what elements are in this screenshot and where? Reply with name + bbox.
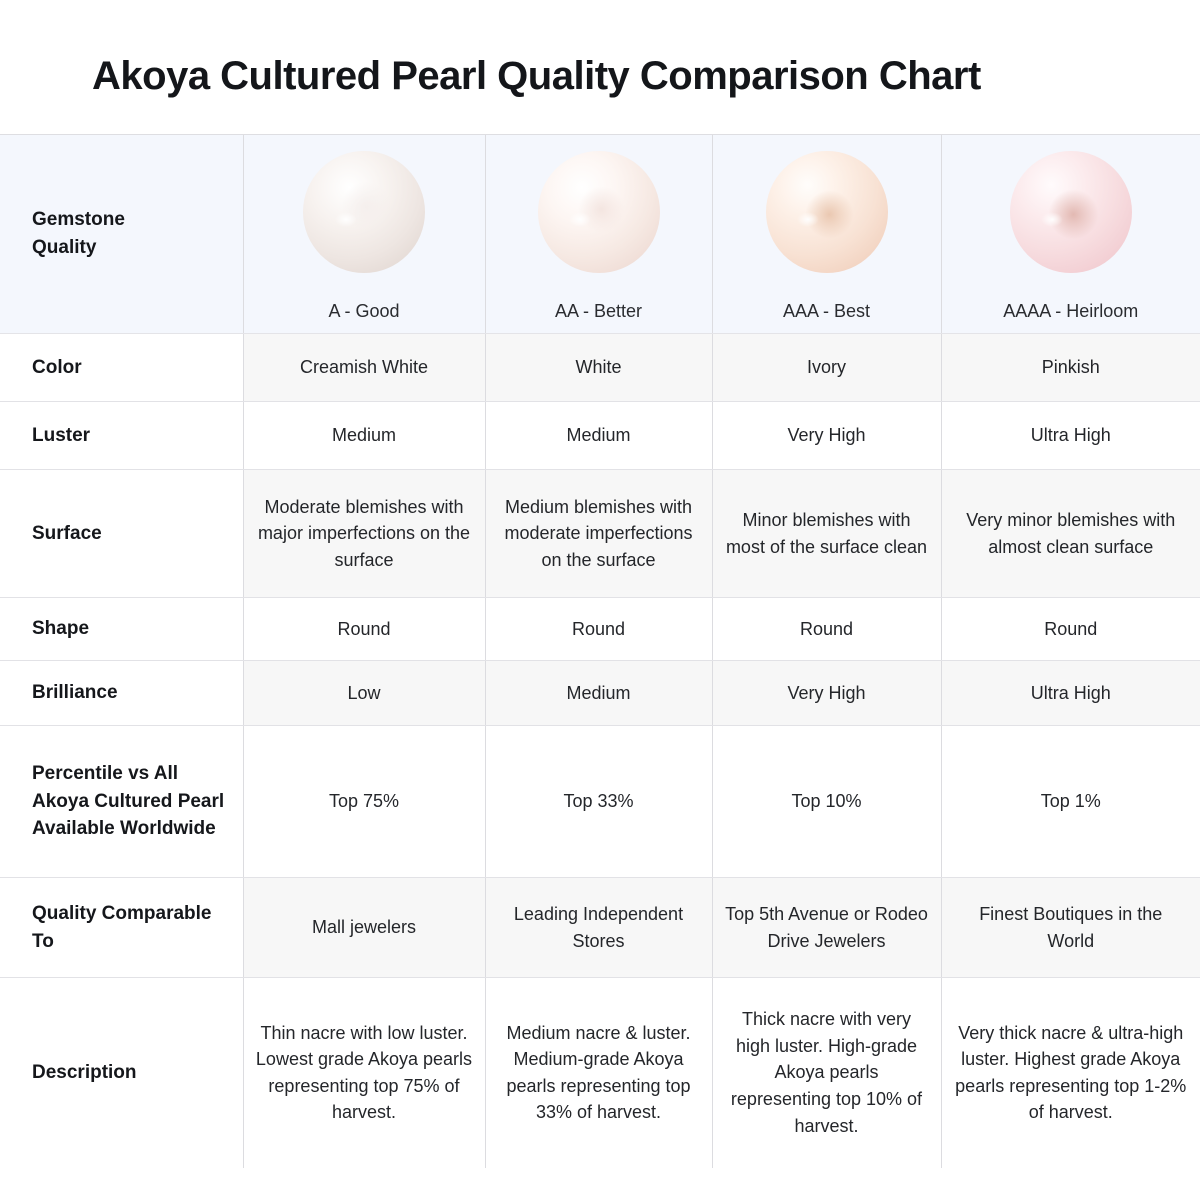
- pearl-aa-icon: [537, 151, 660, 273]
- cell-surface-aaaa: Very minor blemishes with almost clean s…: [940, 469, 1200, 598]
- grade-header-aaaa: AAAA - Heirloom: [940, 134, 1200, 334]
- cell-percentile-aaaa: Top 1%: [940, 725, 1200, 878]
- cell-color-aaaa: Pinkish: [940, 333, 1200, 402]
- row-label-color: Color: [0, 333, 243, 402]
- row-label-description: Description: [0, 977, 243, 1168]
- header-row-label: Gemstone Quality: [0, 134, 243, 334]
- cell-brilliance-a: Low: [242, 660, 485, 726]
- header-row-label-line1: Gemstone: [32, 209, 125, 231]
- row-label-surface: Surface: [0, 469, 243, 598]
- grade-label-a: A - Good: [328, 300, 400, 321]
- cell-comparable-aa: Leading Independent Stores: [484, 877, 712, 978]
- cell-shape-aaaa: Round: [940, 597, 1200, 661]
- cell-color-aaa: Ivory: [711, 333, 941, 402]
- cell-brilliance-aaaa: Ultra High: [940, 660, 1200, 726]
- grade-header-a: A - Good: [242, 134, 485, 334]
- cell-description-aa: Medium nacre & luster. Medium-grade Akoy…: [484, 977, 712, 1168]
- cell-comparable-aaa: Top 5th Avenue or Rodeo Drive Jewelers: [711, 877, 941, 978]
- cell-comparable-a: Mall jewelers: [242, 877, 485, 978]
- pearl-a-icon: [303, 151, 425, 273]
- row-label-shape: Shape: [0, 597, 243, 661]
- cell-luster-aaaa: Ultra High: [940, 401, 1200, 470]
- cell-luster-a: Medium: [242, 401, 485, 470]
- quality-comparison-table: Gemstone Quality A - Good AA - Better: [0, 134, 1200, 1168]
- table-row-luster: Luster Medium Medium Very High Ultra Hig…: [0, 401, 1200, 470]
- grade-label-aaa: AAA - Best: [782, 300, 871, 321]
- cell-brilliance-aa: Medium: [484, 660, 712, 726]
- row-label-comparable: Quality Comparable To: [0, 877, 243, 978]
- grade-label-aaaa: AAAA - Heirloom: [1003, 300, 1139, 321]
- grade-header-aaa: AAA - Best: [711, 134, 941, 334]
- table-row-color: Color Creamish White White Ivory Pinkish: [0, 333, 1200, 402]
- header-row-label-line2: Quality: [32, 237, 97, 258]
- grade-header-aa: AA - Better: [484, 134, 712, 334]
- row-label-brilliance: Brilliance: [0, 660, 243, 726]
- cell-surface-aa: Medium blemishes with moderate imperfect…: [484, 469, 712, 598]
- page-title: Akoya Cultured Pearl Quality Comparison …: [92, 54, 981, 98]
- cell-brilliance-aaa: Very High: [711, 660, 941, 726]
- table-row-shape: Shape Round Round Round Round: [0, 597, 1200, 661]
- cell-percentile-a: Top 75%: [242, 725, 485, 878]
- table-row-percentile: Percentile vs All Akoya Cultured Pearl A…: [0, 725, 1200, 878]
- table-row-comparable: Quality Comparable To Mall jewelers Lead…: [0, 877, 1200, 978]
- cell-luster-aaa: Very High: [711, 401, 941, 470]
- cell-shape-aa: Round: [484, 597, 712, 661]
- cell-color-aa: White: [484, 333, 712, 402]
- table-row-brilliance: Brilliance Low Medium Very High Ultra Hi…: [0, 660, 1200, 726]
- cell-description-a: Thin nacre with low luster. Lowest grade…: [242, 977, 485, 1168]
- cell-description-aaaa: Very thick nacre & ultra-high luster. Hi…: [940, 977, 1200, 1168]
- row-label-percentile: Percentile vs All Akoya Cultured Pearl A…: [0, 725, 243, 878]
- pearl-aaaa-icon: [1009, 151, 1132, 273]
- cell-percentile-aa: Top 33%: [484, 725, 712, 878]
- cell-description-aaa: Thick nacre with very high luster. High-…: [711, 977, 941, 1168]
- cell-color-a: Creamish White: [242, 333, 485, 402]
- table-row-description: Description Thin nacre with low luster. …: [0, 977, 1200, 1168]
- pearl-aaa-icon: [765, 151, 888, 273]
- cell-shape-aaa: Round: [711, 597, 941, 661]
- table-row-surface: Surface Moderate blemishes with major im…: [0, 469, 1200, 598]
- cell-comparable-aaaa: Finest Boutiques in the World: [940, 877, 1200, 978]
- cell-surface-aaa: Minor blemishes with most of the surface…: [711, 469, 941, 598]
- table-header-row: Gemstone Quality A - Good AA - Better: [0, 134, 1200, 334]
- cell-surface-a: Moderate blemishes with major imperfecti…: [242, 469, 485, 598]
- row-label-luster: Luster: [0, 401, 243, 470]
- cell-percentile-aaa: Top 10%: [711, 725, 941, 878]
- cell-luster-aa: Medium: [484, 401, 712, 470]
- grade-label-aa: AA - Better: [554, 300, 643, 321]
- cell-shape-a: Round: [242, 597, 485, 661]
